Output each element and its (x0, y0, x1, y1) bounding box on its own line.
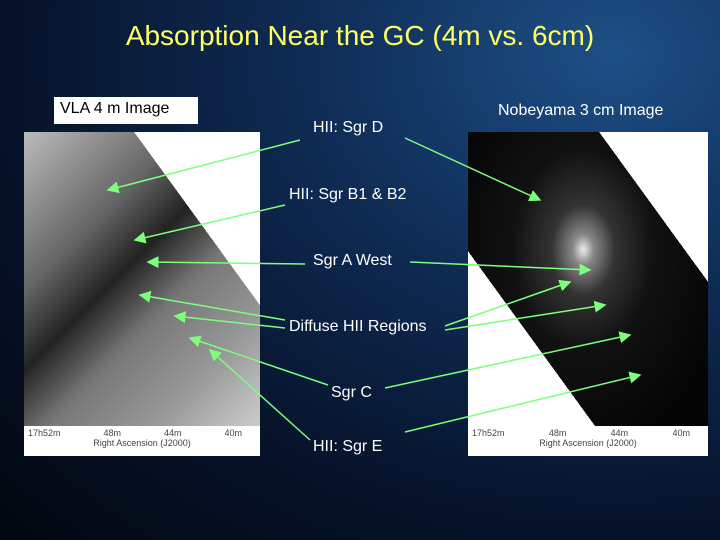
arrow (138, 290, 286, 321)
label-sgr-d: HII: Sgr D (313, 119, 384, 136)
arrow (133, 204, 286, 244)
arrow (188, 335, 329, 386)
arrow (444, 279, 572, 327)
arrow (409, 261, 592, 276)
label-diffuse-hii: Diffuse HII Regions (289, 318, 427, 335)
arrow (208, 348, 311, 441)
arrow (444, 300, 607, 331)
tick-label: 40m (672, 428, 690, 438)
slide-title: Absorption Near the GC (4m vs. 6cm) (125, 20, 595, 51)
label-sgr-c: Sgr C (331, 384, 372, 401)
label-sgr-e: HII: Sgr E (313, 438, 383, 455)
arrow (384, 331, 632, 389)
nobeyama-image-field (468, 132, 708, 426)
vla-image-label: VLA 4 m Image (54, 97, 198, 124)
tick-label: 48m (103, 428, 122, 438)
tick-label: 17h52m (472, 428, 505, 438)
nobeyama-image-label: Nobeyama 3 cm Image (498, 102, 664, 119)
tick-label: 40m (224, 428, 242, 438)
arrow (404, 371, 642, 433)
tick-label: 44m (610, 428, 629, 438)
label-sgr-b1-b2: HII: Sgr B1 & B2 (289, 186, 407, 203)
tick-label: 44m (163, 428, 182, 438)
arrow (146, 256, 306, 269)
arrow (404, 137, 542, 202)
arrow (106, 139, 301, 194)
arrow (173, 311, 286, 329)
label-sgr-a-west: Sgr A West (313, 252, 392, 269)
tick-label: 17h52m (28, 428, 61, 438)
axis-label: Right Ascension (J2000) (93, 438, 191, 448)
nobeyama-3cm-image: 17h52m 48m 44m 40m Right Ascension (J2000) (468, 132, 708, 456)
axis-label: Right Ascension (J2000) (539, 438, 637, 448)
tick-label: 48m (548, 428, 567, 438)
